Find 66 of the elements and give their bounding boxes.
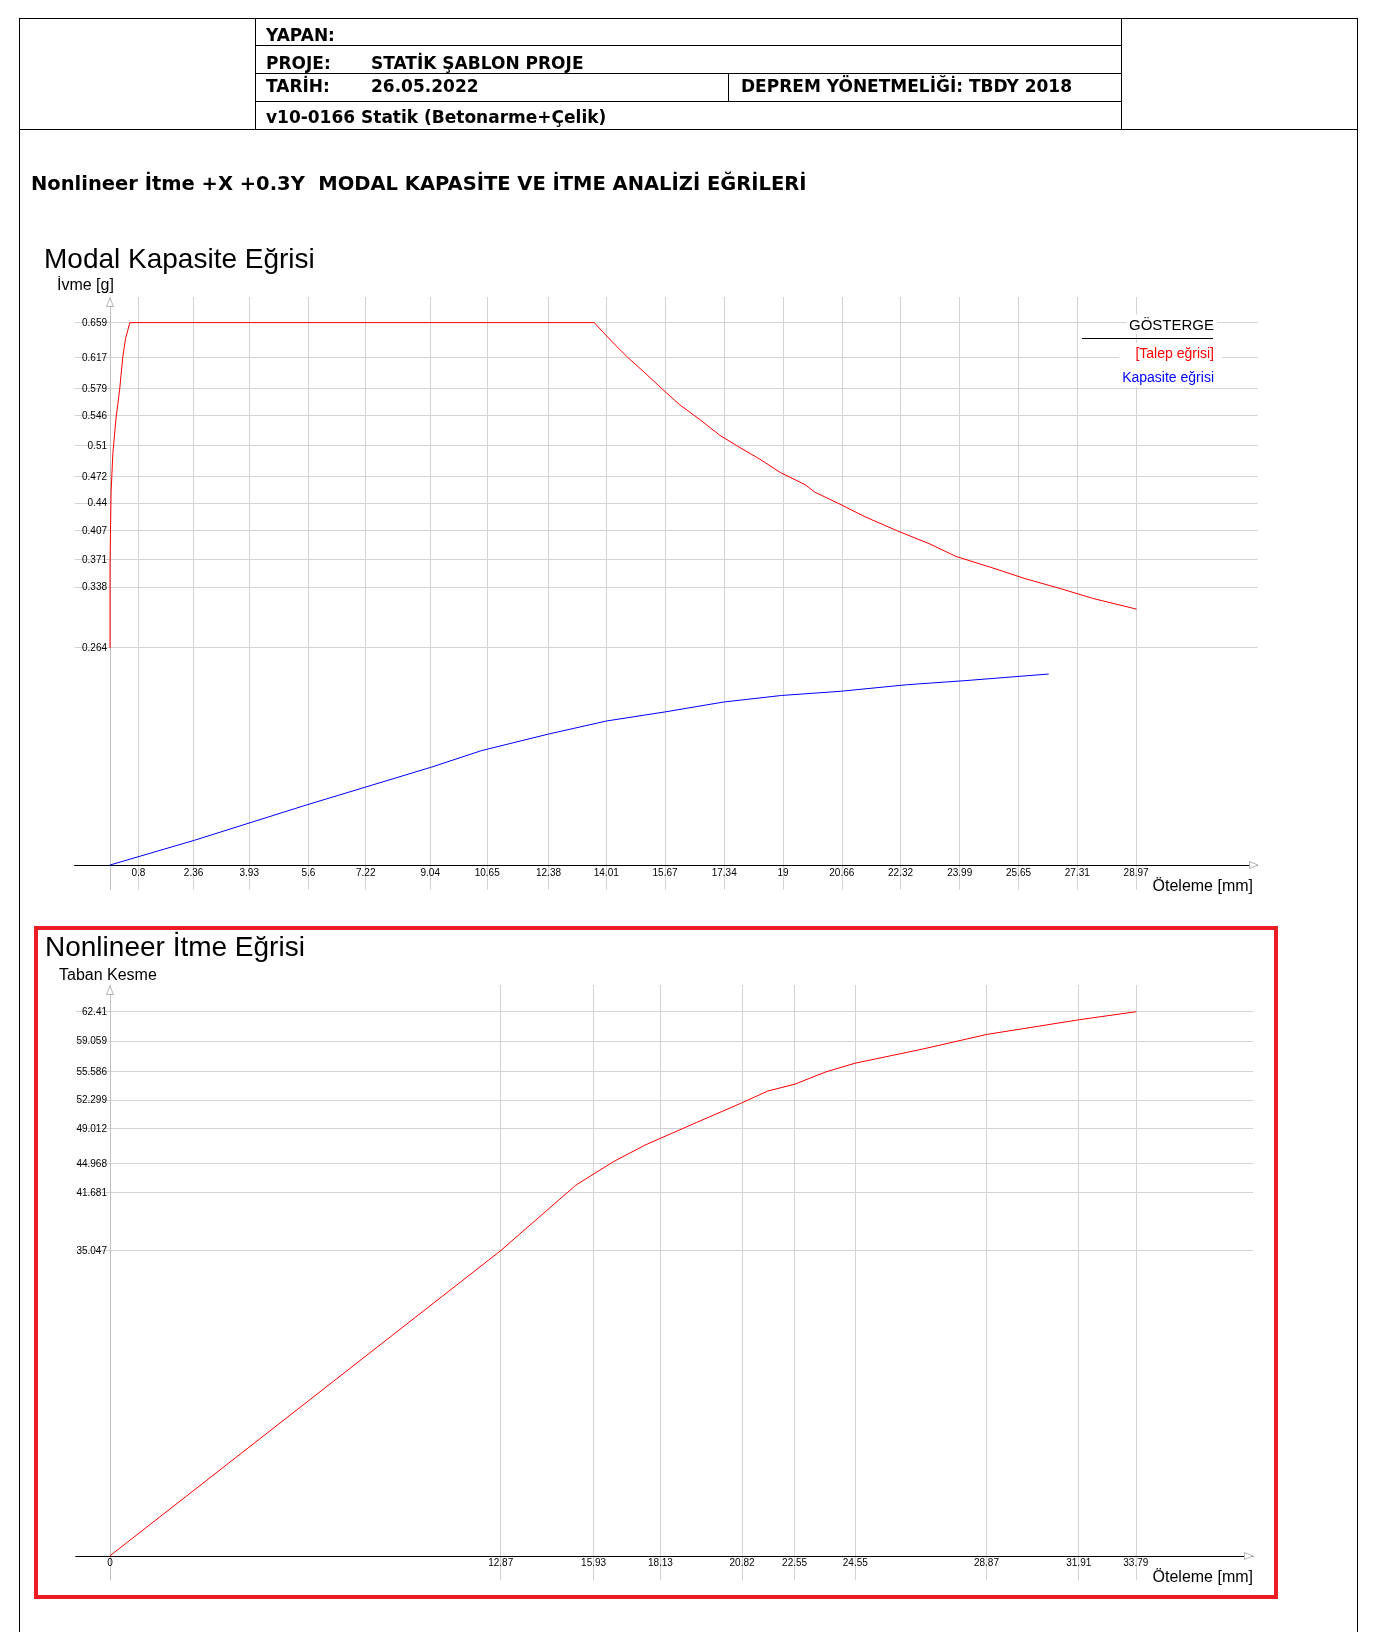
x-tick-label: 15.67 xyxy=(652,866,678,878)
y-tick-label: 52.299 xyxy=(76,1094,108,1106)
y-tick-label: 59.059 xyxy=(76,1035,108,1047)
x-tick-label: 7.22 xyxy=(356,866,376,878)
text: Kapasite eğrisi xyxy=(1122,369,1214,385)
text: 26.05.2022 xyxy=(371,75,479,97)
x-tick-label: 9.04 xyxy=(420,866,441,878)
y-tick-label: 0.617 xyxy=(81,351,108,363)
line-series xyxy=(109,673,1049,866)
x-tick-label: 17.34 xyxy=(711,866,738,878)
text: STATİK ŞABLON PROJE xyxy=(371,52,584,74)
text: Nonlineer İtme +X +0.3Y MODAL KAPASİTE VE İTME ANALİZİ EĞRİLERİ xyxy=(31,172,807,196)
y-tick-label: 0.338 xyxy=(81,581,108,593)
y-tick-label: 0.659 xyxy=(81,317,108,329)
x-tick-label: 3.93 xyxy=(239,866,260,878)
text: YAPAN: xyxy=(266,24,335,46)
x-tick-label: 14.01 xyxy=(593,866,620,878)
line-series xyxy=(109,1011,1137,1557)
y-tick-label: 0.44 xyxy=(87,497,108,509)
text: v10-0166 Statik (Betonarme+Çelik) xyxy=(266,106,607,128)
text: [Talep eğrisi] xyxy=(1135,345,1214,361)
y-axis-title: Taban Kesme xyxy=(59,965,157,983)
legend-title: GÖSTERGE xyxy=(1128,315,1214,333)
x-tick-label: 12.87 xyxy=(488,1557,514,1569)
x-tick-label: 12.38 xyxy=(535,866,562,878)
x-tick-label: 20.82 xyxy=(729,1557,756,1569)
y-tick-label: 0.51 xyxy=(87,439,108,451)
x-tick-label: 0 xyxy=(107,1557,114,1569)
x-tick-label: 18.13 xyxy=(647,1557,674,1569)
x-tick-label: 22.32 xyxy=(888,866,914,878)
x-tick-label: 15.93 xyxy=(581,1557,607,1569)
x-tick-label: 28.87 xyxy=(973,1557,1000,1569)
y-tick-label: 49.012 xyxy=(76,1122,108,1134)
y-tick-label: 35.047 xyxy=(76,1244,108,1256)
x-tick-label: 33.79 xyxy=(1123,1557,1149,1569)
text: DEPREM YÖNETMELİĞİ: TBDY 2018 xyxy=(741,75,1072,97)
y-tick-label: 55.586 xyxy=(76,1065,108,1077)
x-axis-title: Öteleme [mm] xyxy=(1152,1567,1254,1585)
y-tick-label: 0.472 xyxy=(81,471,108,483)
x-tick-label: 5.6 xyxy=(301,866,316,878)
x-tick-label: 0.8 xyxy=(131,866,146,878)
y-tick-label: 0.264 xyxy=(81,642,108,654)
y-tick-label: 0.371 xyxy=(81,554,108,566)
y-tick-label: 62.41 xyxy=(81,1006,108,1018)
text: PROJE: xyxy=(266,52,331,74)
y-tick-label: 41.681 xyxy=(76,1186,108,1198)
x-tick-label: 24.55 xyxy=(842,1557,869,1569)
x-tick-label: 20.66 xyxy=(829,866,855,878)
x-tick-label: 19 xyxy=(777,866,789,878)
x-tick-label: 10.65 xyxy=(474,866,501,878)
y-tick-label: 0.579 xyxy=(81,382,108,394)
x-tick-label: 27.31 xyxy=(1064,866,1091,878)
x-tick-label: 25.65 xyxy=(1006,866,1032,878)
chart-title: Modal Kapasite Eğrisi xyxy=(44,242,315,274)
y-tick-label: 0.546 xyxy=(81,410,108,422)
y-tick-label: 0.407 xyxy=(81,524,108,536)
x-tick-label: 28.97 xyxy=(1123,866,1150,878)
x-tick-label: 22.55 xyxy=(782,1557,808,1569)
x-tick-label: 23.99 xyxy=(947,866,973,878)
x-axis-title: Öteleme [mm] xyxy=(1152,876,1254,894)
chart-title: Nonlineer İtme Eğrisi xyxy=(45,930,305,962)
x-tick-label: 2.36 xyxy=(183,866,204,878)
x-tick-label: 31.91 xyxy=(1066,1557,1092,1569)
y-tick-label: 44.968 xyxy=(76,1158,108,1170)
text: TARİH: xyxy=(266,75,330,97)
y-axis-title: İvme [g] xyxy=(57,274,114,293)
